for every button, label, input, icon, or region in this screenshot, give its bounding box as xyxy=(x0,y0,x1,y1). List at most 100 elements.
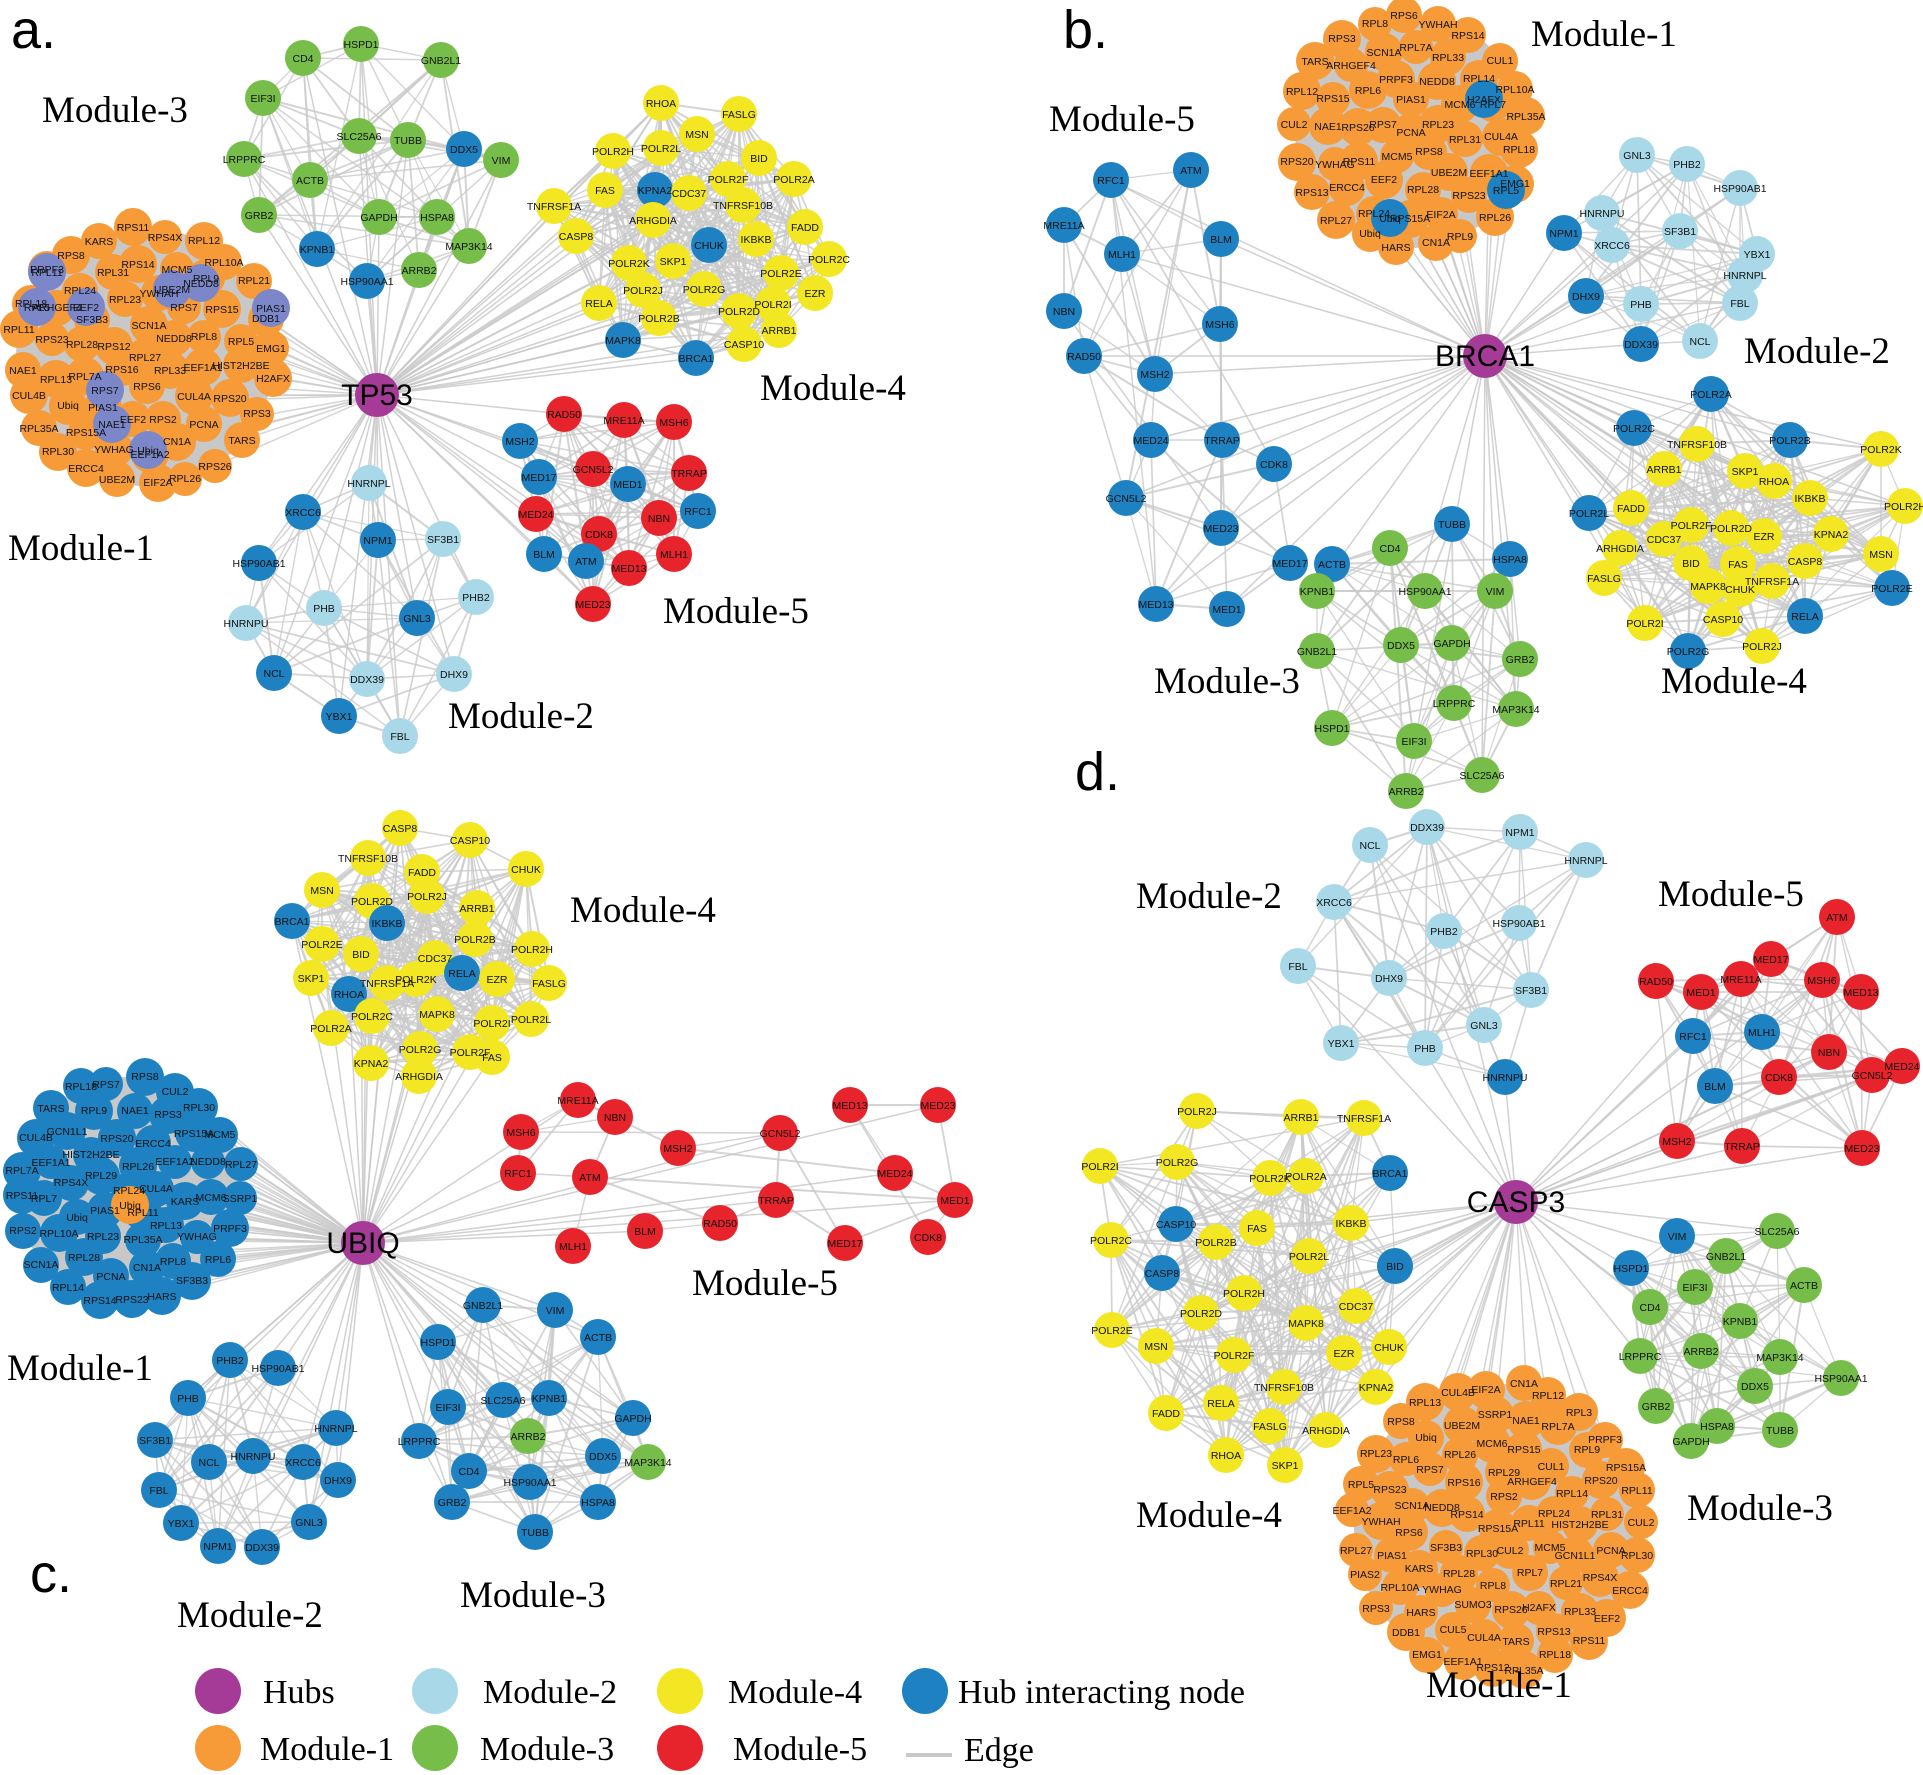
svg-text:CUL4A: CUL4A xyxy=(1467,1632,1501,1644)
svg-text:RPL9: RPL9 xyxy=(1447,231,1473,243)
svg-text:MED23: MED23 xyxy=(920,1100,955,1112)
svg-text:RPS3: RPS3 xyxy=(1362,1603,1390,1615)
svg-text:RPL23: RPL23 xyxy=(1360,1448,1392,1460)
svg-text:CD4: CD4 xyxy=(458,1466,479,1478)
svg-text:MSH6: MSH6 xyxy=(506,1127,535,1139)
svg-text:HIST2H2BE: HIST2H2BE xyxy=(1551,1519,1608,1531)
svg-text:Module-3: Module-3 xyxy=(460,1575,606,1616)
svg-text:RPL7: RPL7 xyxy=(1480,99,1506,111)
svg-text:EIF3I: EIF3I xyxy=(1682,1282,1707,1294)
svg-text:VIM: VIM xyxy=(492,155,511,167)
svg-text:BLM: BLM xyxy=(533,549,555,561)
svg-text:RPL10A: RPL10A xyxy=(204,257,243,269)
svg-text:HSP90AB1: HSP90AB1 xyxy=(251,1363,304,1375)
svg-text:ACTB: ACTB xyxy=(1318,559,1346,571)
svg-text:CDC37: CDC37 xyxy=(672,188,707,200)
svg-text:NEDD8: NEDD8 xyxy=(1424,1502,1460,1514)
svg-text:FBL: FBL xyxy=(1288,961,1307,973)
svg-text:EEF2: EEF2 xyxy=(73,302,99,314)
svg-text:TRRAP: TRRAP xyxy=(1724,1141,1760,1153)
svg-text:EIF3I: EIF3I xyxy=(1401,736,1426,748)
svg-text:MCM6: MCM6 xyxy=(1445,99,1476,111)
svg-text:POLR2B: POLR2B xyxy=(1195,1237,1236,1249)
svg-text:RAD50: RAD50 xyxy=(1067,351,1101,363)
svg-text:POLR2K: POLR2K xyxy=(1249,1173,1290,1185)
svg-text:GNB2L1: GNB2L1 xyxy=(421,55,461,67)
svg-text:RPL13: RPL13 xyxy=(150,1220,182,1232)
svg-text:RPL11: RPL11 xyxy=(127,1207,158,1219)
svg-text:ARHGDIA: ARHGDIA xyxy=(1302,1425,1350,1437)
svg-text:Module-1: Module-1 xyxy=(8,528,154,569)
svg-text:SF3B3: SF3B3 xyxy=(76,314,108,326)
svg-text:NAE1: NAE1 xyxy=(1512,1415,1540,1427)
svg-text:TUBB: TUBB xyxy=(521,1527,549,1539)
svg-text:POLR2H: POLR2H xyxy=(1884,501,1923,513)
svg-text:Ubiq: Ubiq xyxy=(1415,1432,1437,1444)
svg-text:RPL7: RPL7 xyxy=(1517,1567,1543,1579)
svg-text:SF3B1: SF3B1 xyxy=(1664,226,1696,238)
svg-text:c.: c. xyxy=(30,1544,72,1604)
svg-text:POLR2C: POLR2C xyxy=(351,1011,393,1023)
svg-text:PHB2: PHB2 xyxy=(1673,159,1701,171)
svg-text:MED23: MED23 xyxy=(575,599,610,611)
svg-text:NEDD8: NEDD8 xyxy=(190,1156,226,1168)
svg-text:EIF3I: EIF3I xyxy=(435,1402,460,1414)
svg-text:CASP8: CASP8 xyxy=(383,823,418,835)
svg-text:Ubiq: Ubiq xyxy=(57,400,79,412)
svg-text:NAE1: NAE1 xyxy=(98,419,126,431)
svg-text:RPL7A: RPL7A xyxy=(1541,1421,1574,1433)
svg-text:SLC25A6: SLC25A6 xyxy=(337,131,382,143)
svg-text:KARS: KARS xyxy=(1405,1563,1434,1575)
svg-text:POLR2A: POLR2A xyxy=(1285,1171,1326,1183)
svg-text:MSN: MSN xyxy=(310,885,333,897)
svg-text:RPL30: RPL30 xyxy=(1621,1550,1653,1562)
svg-text:MCM6: MCM6 xyxy=(196,1192,227,1204)
svg-text:RPS3: RPS3 xyxy=(1328,33,1356,45)
svg-text:a.: a. xyxy=(11,0,56,60)
svg-text:RPL29: RPL29 xyxy=(85,1170,117,1182)
svg-text:Module-3: Module-3 xyxy=(42,90,188,131)
svg-text:PIAS1: PIAS1 xyxy=(90,1205,120,1217)
svg-text:Module-1: Module-1 xyxy=(1426,1665,1572,1706)
svg-text:GAPDH: GAPDH xyxy=(614,1413,651,1425)
svg-text:ERCC4: ERCC4 xyxy=(1329,182,1365,194)
svg-text:BRCA1: BRCA1 xyxy=(678,353,713,365)
svg-text:POLR2I: POLR2I xyxy=(473,1018,510,1030)
svg-text:TNFRSF10B: TNFRSF10B xyxy=(338,853,398,865)
svg-text:POLR2I: POLR2I xyxy=(1626,618,1663,630)
svg-text:RPL7A: RPL7A xyxy=(68,371,101,383)
svg-text:RPL8: RPL8 xyxy=(191,331,217,343)
svg-text:PRPF3: PRPF3 xyxy=(213,1223,247,1235)
svg-text:Ubiq: Ubiq xyxy=(66,1212,88,1224)
svg-text:MAP3K14: MAP3K14 xyxy=(1756,1352,1803,1364)
svg-text:FADD: FADD xyxy=(408,867,436,879)
svg-text:MED1: MED1 xyxy=(1212,604,1241,616)
svg-text:RPL26: RPL26 xyxy=(1444,1449,1476,1461)
svg-text:POLR2G: POLR2G xyxy=(1667,646,1710,658)
svg-text:VIM: VIM xyxy=(1486,586,1505,598)
svg-text:ARRB2: ARRB2 xyxy=(510,1431,545,1443)
svg-text:RPL10A: RPL10A xyxy=(1495,84,1534,96)
svg-text:RPL10A: RPL10A xyxy=(39,1228,78,1240)
svg-text:RPS13: RPS13 xyxy=(1537,1626,1570,1638)
svg-text:RPL31: RPL31 xyxy=(1591,1509,1623,1521)
svg-text:BRCA1: BRCA1 xyxy=(1372,1168,1407,1180)
svg-text:HNRNPL: HNRNPL xyxy=(314,1423,357,1435)
svg-text:HIST2H2BE: HIST2H2BE xyxy=(62,1149,119,1161)
svg-text:PRPF3: PRPF3 xyxy=(1379,74,1413,86)
svg-text:MCM5: MCM5 xyxy=(162,264,193,276)
svg-text:DDX39: DDX39 xyxy=(245,1542,279,1554)
svg-text:IKBKB: IKBKB xyxy=(741,234,772,246)
svg-text:POLR2F: POLR2F xyxy=(450,1047,491,1059)
svg-text:EIF2A: EIF2A xyxy=(1426,209,1455,221)
svg-text:XRCC6: XRCC6 xyxy=(285,507,321,519)
svg-text:RPS3: RPS3 xyxy=(243,408,271,420)
svg-text:RPL11: RPL11 xyxy=(1513,1518,1544,1530)
svg-text:GRB2: GRB2 xyxy=(245,210,274,222)
svg-text:HSPD1: HSPD1 xyxy=(420,1337,455,1349)
svg-text:RPS12: RPS12 xyxy=(1476,1662,1509,1674)
svg-text:RPL7A: RPL7A xyxy=(1399,42,1432,54)
svg-text:RPL5: RPL5 xyxy=(228,336,254,348)
svg-text:POLR2I: POLR2I xyxy=(1081,1161,1118,1173)
svg-text:EEF1A1: EEF1A1 xyxy=(183,362,222,374)
